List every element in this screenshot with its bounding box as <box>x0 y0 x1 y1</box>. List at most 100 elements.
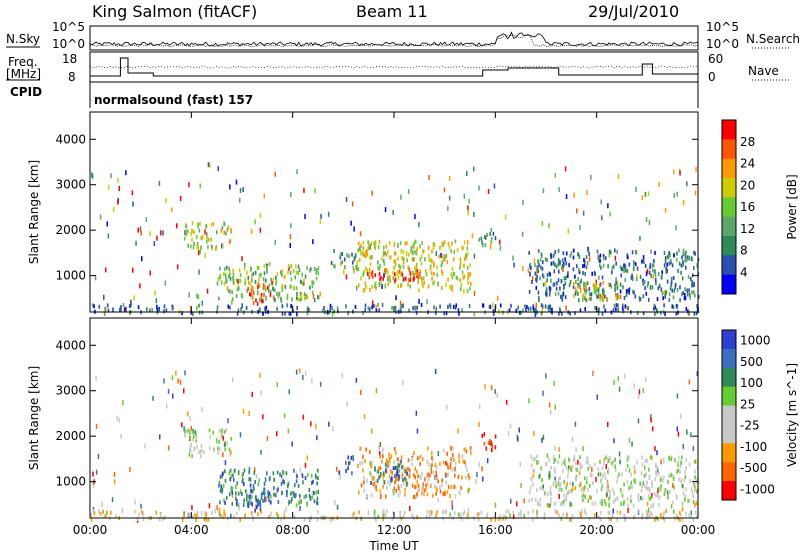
velocity-echo-pixel <box>381 459 383 464</box>
velocity-echo-pixel <box>255 495 257 500</box>
velocity-echo-pixel <box>311 473 313 478</box>
power-echo-pixel <box>671 263 674 268</box>
velocity-echo-pixel <box>295 493 297 497</box>
power-echo-pixel <box>557 278 560 283</box>
power-echo-pixel <box>597 294 600 299</box>
power-colorbar-cell <box>722 274 736 295</box>
power-echo-pixel <box>631 276 634 281</box>
power-echo-pixel <box>682 291 684 296</box>
power-scatter-pixel <box>535 302 537 308</box>
power-scatter-pixel <box>684 253 687 259</box>
velocity-echo-pixel <box>200 448 203 453</box>
velocity-scatter-pixel <box>569 501 572 507</box>
velocity-scatter-pixel <box>596 394 598 400</box>
velocity-echo-pixel <box>442 460 445 465</box>
velocity-scatter-pixel <box>642 388 644 393</box>
power-echo-pixel <box>249 267 252 272</box>
power-echo-pixel <box>574 291 577 296</box>
power-echo-pixel <box>412 306 414 311</box>
power-scatter-pixel <box>522 199 524 205</box>
power-echo-pixel <box>367 246 370 251</box>
power-echo-pixel <box>284 311 286 316</box>
power-echo-pixel <box>362 246 365 251</box>
power-echo-pixel <box>291 297 293 302</box>
velocity-echo-pixel <box>217 509 220 514</box>
velocity-scatter-pixel <box>654 446 656 452</box>
velocity-echo-pixel <box>435 476 437 481</box>
velocity-echo-pixel <box>303 495 305 500</box>
power-echo-pixel <box>529 306 532 311</box>
power-echo-pixel <box>614 287 616 292</box>
velocity-echo-pixel <box>417 488 419 493</box>
velocity-echo-pixel <box>600 479 603 484</box>
velocity-echo-pixel <box>415 494 418 499</box>
velocity-scatter-pixel <box>299 505 301 511</box>
power-echo-pixel <box>91 303 94 308</box>
velocity-echo-pixel <box>316 501 319 506</box>
velocity-scatter-pixel <box>251 391 253 397</box>
velocity-scatter-pixel <box>92 479 95 485</box>
power-echo-pixel <box>433 261 435 266</box>
velocity-echo-pixel <box>142 511 145 516</box>
velocity-echo-pixel <box>416 456 419 461</box>
power-echo-pixel <box>406 258 408 263</box>
power-echo-pixel <box>357 283 360 288</box>
power-echo-pixel <box>445 282 447 287</box>
velocity-scatter-pixel <box>382 512 385 518</box>
velocity-echo-pixel <box>256 499 259 504</box>
velocity-echo-pixel <box>621 472 623 477</box>
velocity-echo-pixel <box>616 475 619 480</box>
power-echo-pixel <box>420 254 423 259</box>
velocity-echo-pixel <box>373 509 376 514</box>
power-echo-pixel <box>398 269 401 274</box>
power-echo-pixel <box>306 266 308 270</box>
velocity-echo-pixel <box>431 510 433 515</box>
power-echo-pixel <box>303 292 306 297</box>
power-echo-pixel <box>602 294 604 299</box>
power-scatter-pixel <box>558 187 560 193</box>
velocity-echo-pixel <box>637 495 639 500</box>
power-echo-pixel <box>583 285 585 290</box>
velocity-echo-pixel <box>585 456 588 461</box>
velocity-echo-pixel <box>476 512 479 517</box>
power-echo-pixel <box>627 255 629 260</box>
power-echo-pixel <box>171 306 174 311</box>
power-echo-pixel <box>190 244 192 249</box>
velocity-scatter-pixel <box>113 472 116 477</box>
velocity-echo-pixel <box>394 447 396 451</box>
power-echo-pixel <box>599 293 601 298</box>
velocity-scatter-pixel <box>122 400 124 406</box>
power-echo-pixel <box>463 263 465 268</box>
power-echo-pixel <box>377 260 379 265</box>
velocity-echo-pixel <box>552 454 555 459</box>
velocity-echo-pixel <box>404 469 407 473</box>
velocity-echo-pixel <box>567 465 570 470</box>
power-echo-pixel <box>535 277 537 282</box>
power-echo-pixel <box>583 281 585 286</box>
power-echo-pixel <box>425 272 428 277</box>
power-echo-pixel <box>435 310 437 315</box>
power-scatter-pixel <box>496 295 499 301</box>
power-echo-pixel <box>252 271 255 276</box>
velocity-echo-pixel <box>630 472 632 477</box>
power-scatter-pixel <box>679 170 681 176</box>
power-echo-pixel <box>120 307 122 312</box>
power-scatter-pixel <box>625 304 628 310</box>
power-echo-pixel <box>652 263 654 268</box>
velocity-echo-pixel <box>600 484 603 489</box>
power-scatter-pixel <box>199 183 201 189</box>
power-echo-pixel <box>599 283 601 288</box>
power-echo-pixel <box>229 239 232 244</box>
velocity-echo-pixel <box>400 474 403 479</box>
power-echo-pixel <box>412 277 415 282</box>
power-echo-pixel <box>129 310 131 315</box>
velocity-scatter-pixel <box>260 390 262 396</box>
power-echo-pixel <box>612 264 615 269</box>
velocity-echo-pixel <box>431 493 434 498</box>
velocity-echo-pixel <box>607 468 610 472</box>
power-echo-pixel <box>254 279 257 284</box>
velocity-echo-pixel <box>467 473 470 478</box>
power-echo-pixel <box>610 284 613 289</box>
power-echo-pixel <box>297 270 299 275</box>
power-echo-pixel <box>562 263 564 268</box>
